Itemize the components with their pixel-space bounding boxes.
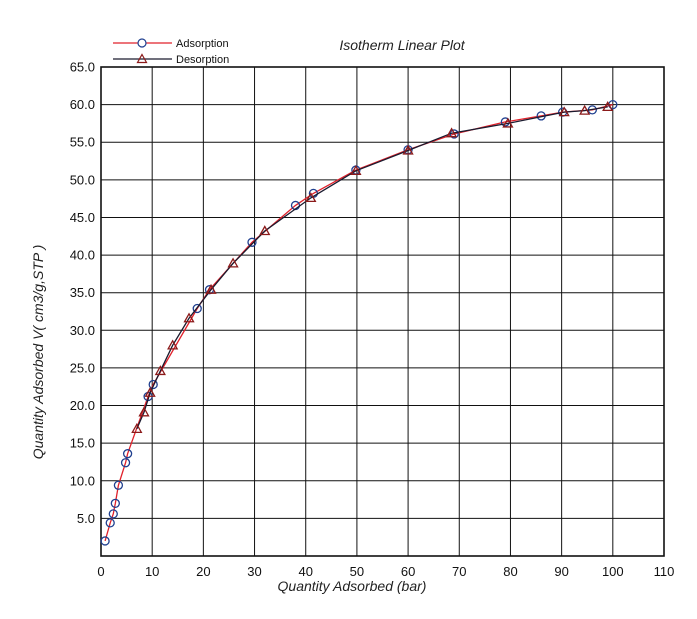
y-tick-label: 65.0	[70, 60, 95, 75]
y-axis-title: Quantity Adsorbed V( cm3/g,STP )	[30, 245, 46, 460]
x-tick-label: 10	[145, 564, 159, 579]
x-tick-label: 80	[503, 564, 517, 579]
axes	[100, 66, 665, 557]
y-tick-label: 5.0	[77, 511, 95, 526]
adsorption-point	[108, 509, 118, 519]
series-adsorption	[100, 99, 618, 546]
desorption-point	[167, 339, 179, 350]
desorption-point	[602, 101, 614, 112]
y-tick-label: 15.0	[70, 436, 95, 451]
desorption-point	[154, 365, 166, 376]
legend-desorption-label: Desorption	[176, 54, 229, 66]
adsorption-point	[148, 379, 158, 390]
y-tick-label: 50.0	[70, 172, 95, 187]
y-tick-label: 30.0	[70, 323, 95, 338]
adsorption-point	[100, 536, 110, 546]
x-tick-labels: 0 10 20 30 40 50 60 70 80 90 100 110	[97, 564, 674, 579]
desorption-point	[502, 117, 514, 128]
adsorption-point	[247, 237, 257, 247]
y-tick-labels: 5.0 10.0 15.0 20.0 25.0 30.0 35.0 40.0 45.0 50.0 5…	[70, 60, 95, 526]
grid	[101, 67, 664, 556]
adsorption-point	[192, 303, 202, 314]
y-tick-label: 10.0	[70, 473, 95, 488]
x-tick-label: 100	[602, 564, 624, 579]
desorption-point	[227, 257, 239, 268]
x-tick-label: 70	[452, 564, 466, 579]
x-tick-label: 0	[97, 564, 104, 579]
series	[100, 99, 618, 546]
x-tick-label: 40	[298, 564, 312, 579]
legend: Adsorption Desorption	[113, 38, 229, 66]
y-tick-label: 20.0	[70, 398, 95, 413]
y-tick-label: 40.0	[70, 248, 95, 263]
desorption-point	[558, 106, 570, 117]
x-tick-label: 110	[654, 564, 675, 579]
adsorption-point	[122, 449, 133, 459]
desorption-point	[131, 423, 143, 434]
x-tick-label: 60	[401, 564, 415, 579]
desorption-point	[144, 386, 156, 397]
desorption-point	[259, 225, 271, 236]
y-tick-label: 35.0	[70, 285, 95, 300]
y-tick-label: 55.0	[70, 135, 95, 150]
legend-desorption-marker	[136, 53, 148, 64]
desorption-point	[183, 312, 195, 323]
x-tick-label: 30	[247, 564, 261, 579]
x-tick-label: 90	[554, 564, 568, 579]
y-tick-label: 60.0	[70, 97, 95, 112]
adsorption-point	[120, 458, 131, 468]
desorption-point	[138, 406, 150, 417]
adsorption-point	[113, 480, 124, 490]
adsorption-point	[105, 518, 115, 528]
y-tick-label: 45.0	[70, 210, 95, 225]
x-tick-label: 50	[350, 564, 364, 579]
legend-adsorption-marker	[137, 38, 147, 48]
series-desorption	[131, 101, 614, 434]
x-tick-label: 20	[196, 564, 210, 579]
chart-title: Isotherm Linear Plot	[339, 37, 465, 53]
plot-frame	[100, 66, 665, 557]
desorption-point	[579, 104, 591, 115]
y-tick-label: 25.0	[70, 360, 95, 375]
x-axis-title: Quantity Adsorbed (bar)	[278, 578, 427, 594]
desorption-point	[402, 144, 414, 155]
desorption-point	[305, 192, 317, 203]
desorption-point	[205, 283, 217, 294]
desorption-point	[445, 127, 458, 138]
desorption-point	[350, 164, 362, 175]
legend-adsorption-label: Adsorption	[176, 38, 229, 50]
desorption-line	[136, 106, 608, 430]
adsorption-point	[110, 498, 120, 508]
